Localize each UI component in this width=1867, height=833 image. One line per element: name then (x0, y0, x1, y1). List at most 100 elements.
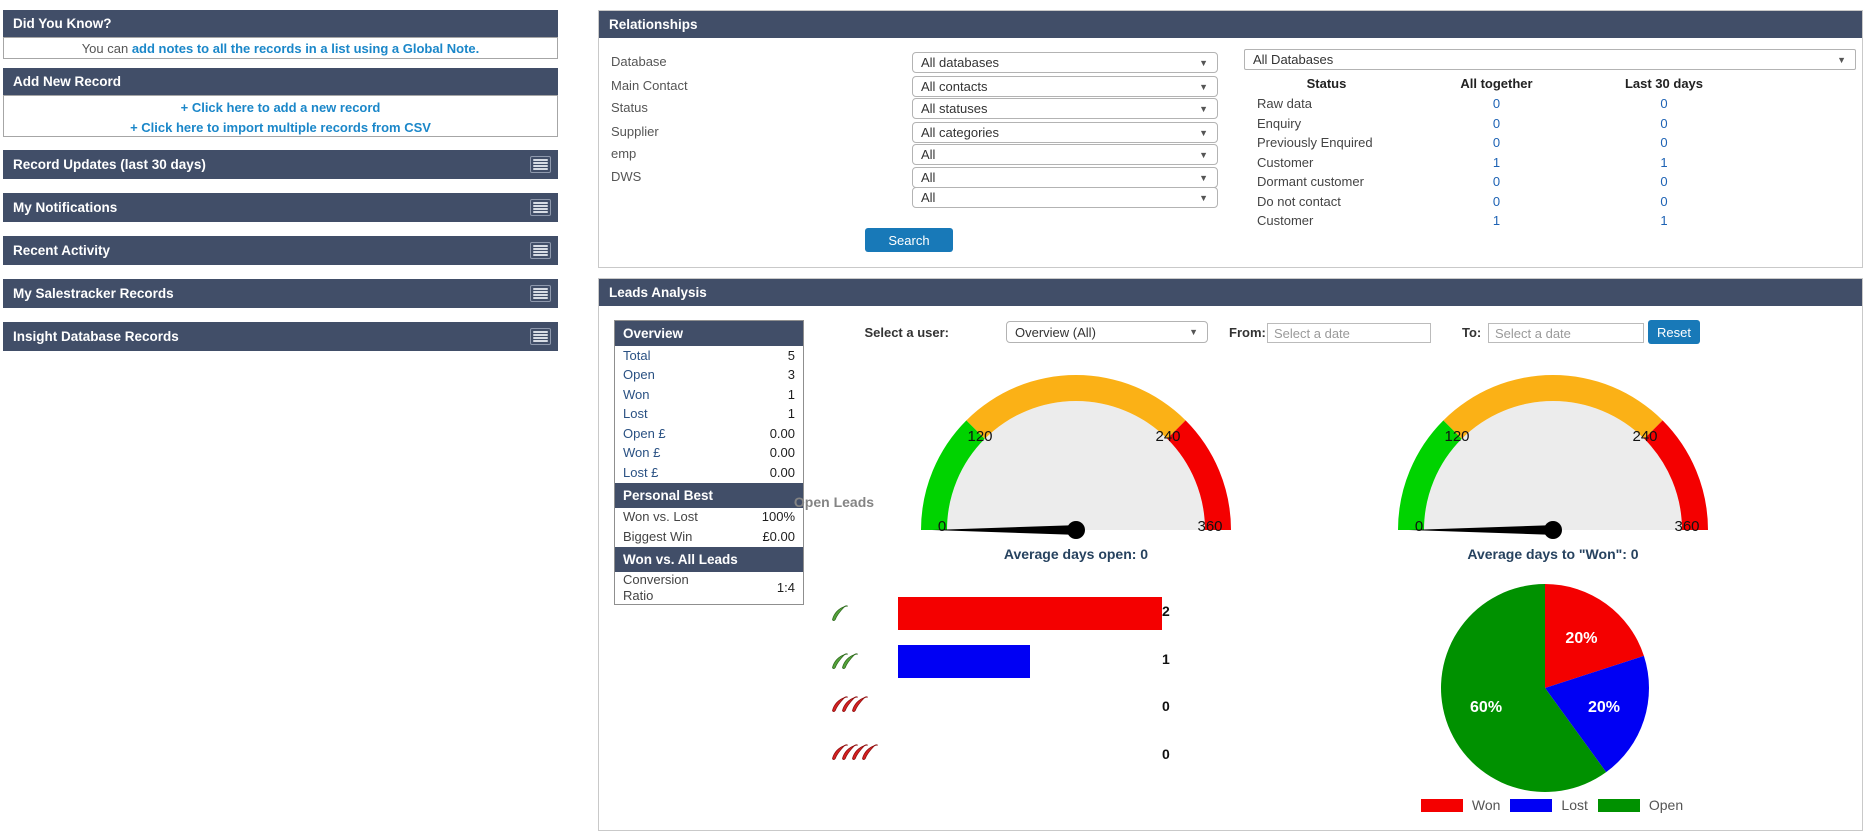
status-row-last-30-days: 0 (1660, 174, 1668, 189)
chevron-down-icon: ▼ (1199, 150, 1208, 160)
gauge-tick-label: 0 (1415, 518, 1423, 535)
panel-record-updates[interactable]: Record Updates (last 30 days) (3, 150, 558, 179)
status-row-label: Raw data (1257, 96, 1312, 111)
overview-row: Open £ 0.00 (615, 424, 803, 444)
overview-row-value: 0.00 (769, 464, 795, 480)
status-row-label: Do not contact (1257, 193, 1341, 209)
status-row-last-30-days: 0 (1660, 193, 1668, 209)
user-select[interactable]: Overview (All) ▼ (1006, 321, 1208, 343)
legend-item-open: Open (1597, 797, 1683, 813)
status-table-header: Status (1306, 76, 1347, 91)
overview-row-label: Open £ (623, 425, 666, 441)
menu-icon[interactable] (530, 285, 551, 302)
bar-value-bar (898, 597, 1162, 630)
leads-pie-chart: 20% 20% 60% (1405, 579, 1695, 812)
overview-row-value: 5 (787, 347, 795, 363)
gauge-chart: 0 120 240 360 (1398, 375, 1708, 539)
green-chilli-icon (832, 652, 858, 669)
overview-row-value: 3 (787, 367, 795, 383)
legend-item-lost: Lost (1510, 797, 1588, 813)
filter-select[interactable]: All databases ▼ (912, 52, 1218, 73)
filter-label: Supplier (611, 124, 659, 139)
status-row-last-30-days: 1 (1660, 213, 1668, 228)
overview-section-title: Overview (615, 321, 803, 346)
filter-select[interactable]: All categories ▼ (912, 122, 1218, 143)
did-you-know-title: Did You Know? (13, 16, 112, 31)
chevron-down-icon: ▼ (1837, 55, 1846, 65)
search-button[interactable]: Search (865, 228, 953, 252)
gauge-needle-hub (1067, 521, 1085, 539)
overview-row: Lost 1 (615, 405, 803, 425)
database-selector[interactable]: All Databases ▼ (1244, 49, 1856, 70)
to-date-input[interactable] (1488, 323, 1644, 343)
panel-my-salestracker-records[interactable]: My Salestracker Records (3, 279, 558, 308)
pie-slice-won (1545, 584, 1644, 688)
status-row-all-together: 1 (1492, 154, 1501, 170)
menu-icon[interactable] (530, 156, 551, 173)
filter-select[interactable]: All statuses ▼ (912, 98, 1218, 119)
panel-my-notifications-label: My Notifications (13, 200, 118, 215)
legend-label: Won (1471, 797, 1501, 813)
legend-swatch (1420, 798, 1463, 812)
filter-select[interactable]: All ▼ (912, 167, 1218, 188)
filter-select[interactable]: All ▼ (912, 187, 1218, 208)
status-table-header: All together (1460, 76, 1533, 91)
panel-my-notifications[interactable]: My Notifications (3, 193, 558, 222)
panel-insight-database-records-label: Insight Database Records (13, 329, 179, 344)
status-row-all-together: 0 (1492, 96, 1501, 111)
gauge-needle (932, 521, 1085, 539)
status-row-label: Enquiry (1257, 115, 1302, 131)
global-note-link[interactable]: add notes to all the records in a list u… (131, 41, 476, 56)
filter-row-extra: All ▼ (599, 187, 1862, 209)
from-date-input[interactable] (1267, 323, 1431, 343)
gauge-tick-label: 120 (967, 428, 992, 445)
gauge-tick-label: 240 (1632, 428, 1657, 445)
overview-row: Won £ 0.00 (615, 444, 803, 464)
overview-row-label: Conversion Ratio (623, 571, 689, 603)
overview-row: Lost £ 0.00 (615, 463, 803, 483)
filter-select-value: All (921, 170, 936, 185)
overview-row-label: Open (623, 367, 655, 383)
filter-select[interactable]: All ▼ (912, 144, 1218, 165)
overview-row-value: 1 (787, 386, 795, 402)
chevron-down-icon: ▼ (1199, 173, 1208, 183)
overview-row: Won 1 (615, 385, 803, 405)
filter-select-value: All (921, 190, 936, 205)
add-record-link[interactable]: + Click here to add a new record (180, 100, 381, 115)
pie-legend: Won Lost Open (1397, 797, 1707, 813)
gauge-caption: Average days to "Won": 0 (1467, 546, 1639, 562)
bar-value-bar (898, 644, 1030, 678)
gauge-zone (1167, 420, 1231, 530)
filter-row-status: Status All statuses ▼ (599, 98, 1862, 120)
menu-icon[interactable] (530, 242, 551, 259)
chevron-down-icon: ▼ (1189, 327, 1198, 337)
overview-row-label: Won (623, 386, 650, 402)
chevron-down-icon: ▼ (1199, 58, 1208, 68)
did-you-know-header: Did You Know? (3, 10, 558, 37)
import-csv-link[interactable]: + Click here to import multiple records … (130, 120, 431, 135)
status-row-last-30-days: 1 (1660, 154, 1668, 170)
green-chilli-icon (832, 605, 848, 621)
panel-recent-activity[interactable]: Recent Activity (3, 236, 558, 265)
menu-icon[interactable] (530, 328, 551, 345)
leads-analysis-panel: Leads Analysis Overview Total 5 Open 3 Won 1 L… (598, 278, 1863, 831)
gauge-needle (1409, 521, 1562, 539)
filter-select[interactable]: All contacts ▼ (912, 76, 1218, 97)
filter-select-value: All databases (921, 55, 1000, 70)
chilli-icons-cell (831, 742, 881, 765)
status-row-label: Dormant customer (1257, 174, 1364, 189)
filter-label: Main Contact (611, 78, 688, 93)
reset-button[interactable]: Reset (1648, 320, 1700, 344)
relationships-header: Relationships (599, 11, 1862, 38)
filter-label: Database (611, 54, 667, 69)
user-select-value: Overview (All) (1015, 325, 1096, 340)
panel-insight-database-records[interactable]: Insight Database Records (3, 322, 558, 351)
pie-slice-label: 20% (1565, 630, 1597, 647)
gauge-tick-label: 360 (1197, 518, 1222, 535)
overview-row-value: 100% (761, 509, 795, 525)
menu-icon[interactable] (530, 199, 551, 216)
bar-value-label: 0 (1162, 698, 1170, 714)
select-user-label: Select a user: (864, 325, 949, 340)
relationships-title: Relationships (609, 17, 698, 32)
did-you-know-content: You can add notes to all the records in … (3, 37, 558, 59)
